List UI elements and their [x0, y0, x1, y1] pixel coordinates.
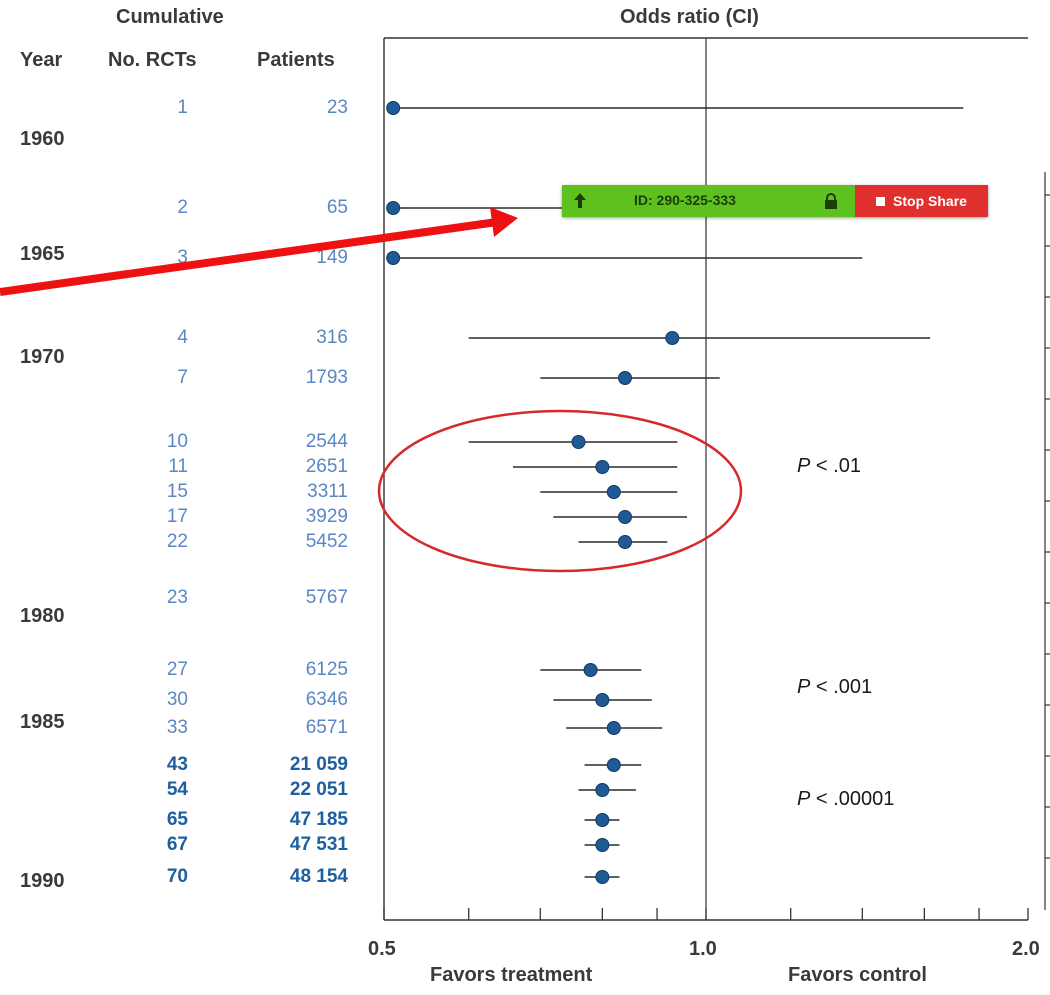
odds-ratio-point — [595, 870, 610, 884]
rcts-count: 15 — [166, 481, 188, 502]
p-value-label: P < .01 — [797, 455, 861, 478]
patients-count: 3929 — [305, 506, 348, 527]
favors-treatment-label: Favors treatment — [430, 964, 593, 986]
rcts-count: 70 — [166, 866, 188, 887]
rcts-count: 2 — [177, 197, 188, 218]
screen-share-bar: ID: 290-325-333 Stop Share — [562, 185, 988, 217]
p-value-label: P < .001 — [797, 676, 872, 699]
patients-count: 48 154 — [289, 866, 348, 887]
chart-title: Odds ratio (CI) — [620, 6, 759, 28]
x-tick-label: 1.0 — [689, 938, 717, 960]
p-value: < .01 — [815, 455, 861, 477]
patients-count: 5452 — [305, 531, 348, 552]
patients-count: 6571 — [305, 717, 348, 738]
odds-ratio-point — [595, 783, 610, 797]
rcts-count: 10 — [166, 431, 188, 452]
odds-ratio-point — [606, 721, 621, 735]
rcts-count: 22 — [166, 531, 188, 552]
year-label: 1970 — [20, 346, 65, 368]
header-cumulative: Cumulative — [116, 6, 224, 28]
stop-share-button[interactable]: Stop Share — [855, 185, 988, 217]
odds-ratio-point — [583, 663, 598, 677]
header-num-rcts: No. RCTs — [108, 49, 197, 71]
odds-ratio-point — [618, 371, 633, 385]
header-year: Year — [20, 49, 63, 71]
rcts-count: 27 — [166, 659, 188, 680]
odds-ratio-point — [618, 510, 633, 524]
patients-count: 5767 — [305, 587, 348, 608]
patients-count: 21 059 — [289, 754, 348, 775]
stop-icon — [876, 196, 886, 206]
odds-ratio-point — [595, 693, 610, 707]
year-label: 1960 — [20, 128, 65, 150]
year-label: 1980 — [20, 605, 65, 627]
patients-count: 1793 — [305, 367, 348, 388]
rcts-count: 67 — [166, 834, 188, 855]
patients-count: 6125 — [305, 659, 348, 680]
p-value: < .00001 — [815, 788, 895, 810]
stop-share-label: Stop Share — [893, 193, 967, 209]
rcts-count: 65 — [166, 809, 188, 830]
odds-ratio-point — [606, 758, 621, 772]
patients-count: 22 051 — [289, 779, 348, 800]
rcts-count: 17 — [166, 506, 188, 527]
lock-icon — [825, 193, 837, 209]
odds-ratio-point — [595, 838, 610, 852]
share-id-text: ID: 290-325-333 — [634, 192, 736, 208]
p-symbol: P — [797, 788, 811, 810]
patients-count: 149 — [316, 247, 348, 268]
rcts-count: 30 — [166, 689, 188, 710]
odds-ratio-point — [386, 251, 401, 265]
p-value-label: P < .00001 — [797, 788, 894, 811]
rcts-count: 3 — [177, 247, 188, 268]
odds-ratio-point — [606, 485, 621, 499]
patients-count: 65 — [326, 197, 348, 218]
patients-count: 23 — [326, 97, 348, 118]
annotation-arrow-head — [490, 207, 518, 237]
patients-count: 47 185 — [289, 809, 348, 830]
rcts-count: 23 — [166, 587, 188, 608]
odds-ratio-point — [595, 813, 610, 827]
p-symbol: P — [797, 455, 811, 477]
header-patients: Patients — [257, 49, 335, 71]
p-value: < .001 — [815, 676, 873, 698]
patients-count: 47 531 — [289, 834, 348, 855]
up-arrow-icon[interactable] — [572, 191, 588, 211]
rcts-count: 43 — [166, 754, 188, 775]
patients-count: 316 — [316, 327, 348, 348]
odds-ratio-point — [665, 331, 680, 345]
year-label: 1965 — [20, 243, 65, 265]
x-tick-label: 2.0 — [1012, 938, 1040, 960]
annotation-arrow-shaft — [0, 218, 498, 296]
rcts-count: 11 — [168, 456, 188, 477]
share-info-panel[interactable]: ID: 290-325-333 — [562, 185, 855, 217]
rcts-count: 4 — [177, 327, 188, 348]
rcts-count: 1 — [177, 97, 188, 118]
odds-ratio-point — [595, 460, 610, 474]
rcts-count: 33 — [166, 717, 188, 738]
rcts-count: 7 — [177, 367, 188, 388]
year-label: 1990 — [20, 870, 65, 892]
highlight-circle — [377, 409, 743, 573]
patients-count: 3311 — [307, 481, 348, 502]
odds-ratio-point — [571, 435, 586, 449]
rcts-count: 54 — [166, 779, 188, 800]
p-symbol: P — [797, 676, 811, 698]
patients-count: 2544 — [305, 431, 348, 452]
year-label: 1985 — [20, 711, 65, 733]
x-tick-label: 0.5 — [368, 938, 396, 960]
odds-ratio-point — [386, 201, 401, 215]
patients-count: 6346 — [305, 689, 348, 710]
odds-ratio-point — [618, 535, 633, 549]
favors-control-label: Favors control — [788, 964, 927, 986]
odds-ratio-point — [386, 101, 401, 115]
patients-count: 2651 — [305, 456, 348, 477]
